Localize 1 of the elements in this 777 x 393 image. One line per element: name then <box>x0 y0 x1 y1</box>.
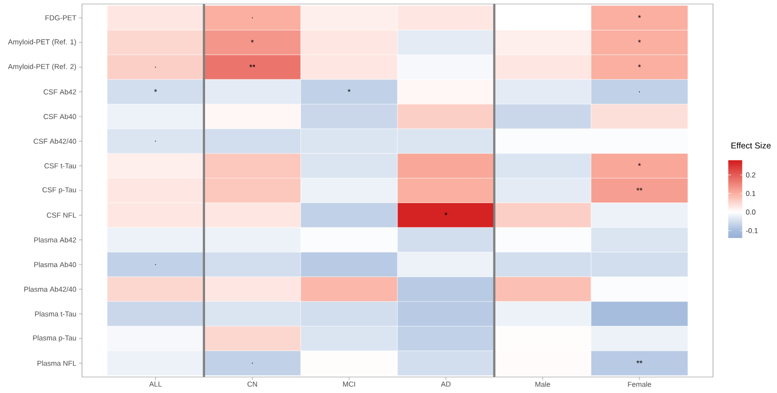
color-bar-title: Effect Size <box>731 142 771 148</box>
